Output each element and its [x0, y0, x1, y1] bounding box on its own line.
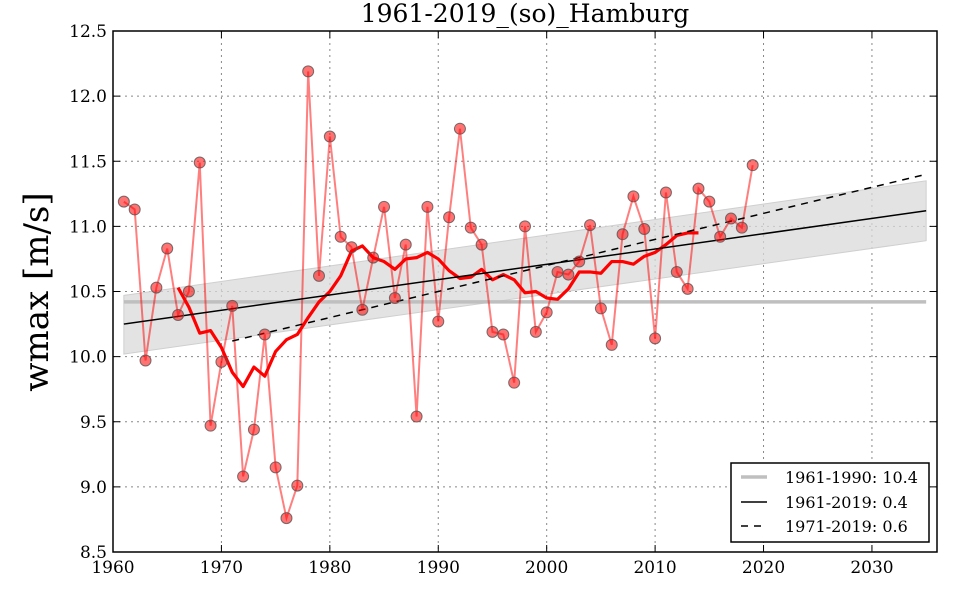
legend: 1961-1990: 10.4 1961-2019: 0.4 1971-2019… [730, 462, 930, 543]
y-tick-label: 11.5 [69, 152, 107, 172]
data-point [128, 203, 141, 216]
x-tick-label: 1980 [308, 558, 351, 578]
data-point [540, 306, 553, 319]
data-point [714, 230, 727, 243]
data-point [453, 122, 466, 135]
legend-label-trend-full: 1961-2019: 0.4 [785, 493, 908, 512]
y-tick-label: 10.5 [69, 283, 107, 303]
x-tick-label: 1970 [200, 558, 243, 578]
data-point [670, 265, 683, 278]
data-point [605, 338, 618, 351]
data-point [334, 230, 347, 243]
data-point [432, 315, 445, 328]
data-point [725, 212, 737, 225]
data-point [464, 221, 477, 234]
data-point [703, 195, 716, 208]
data-point [508, 376, 521, 389]
data-point [313, 269, 325, 282]
trend-line-1961-2019 [123, 210, 927, 325]
y-tick-label: 8.5 [80, 543, 107, 563]
data-point [475, 238, 488, 251]
data-point [215, 355, 228, 368]
data-point [659, 186, 672, 199]
legend-label-trend-recent: 1971-2019: 0.6 [785, 517, 908, 536]
legend-label-baseline: 1961-1990: 10.4 [785, 468, 918, 487]
data-point [486, 325, 499, 338]
data-point [291, 479, 304, 492]
data-point [410, 410, 423, 423]
data-point [345, 241, 358, 254]
data-point [562, 268, 575, 281]
data-point [280, 512, 293, 525]
y-tick-label: 12.5 [69, 22, 107, 42]
data-point [616, 228, 629, 241]
data-point [519, 220, 531, 233]
y-tick-labels: 8.5 9.0 9.5 10.0 10.5 11.0 11.5 12.0 12.5 [69, 22, 107, 563]
data-point [258, 328, 271, 341]
axis-ticks [112, 30, 937, 553]
data-point [627, 190, 640, 203]
x-tick-labels: 1960 1970 1980 1990 2000 2010 2020 2030 [91, 558, 893, 578]
y-tick-label: 11.0 [69, 217, 107, 237]
data-point [573, 255, 586, 268]
data-point [367, 251, 380, 264]
data-point [551, 265, 564, 278]
data-point [226, 299, 239, 312]
x-tick-label: 1960 [91, 558, 134, 578]
data-point [594, 302, 607, 315]
data-point [735, 221, 748, 234]
data-markers [117, 65, 759, 525]
data-point [584, 219, 597, 232]
data-point [302, 65, 315, 78]
x-tick-label: 2010 [633, 558, 676, 578]
data-point [443, 211, 456, 224]
data-point [388, 292, 401, 305]
running-mean-line [176, 231, 699, 389]
chart-title: 1961-2019_(so)_Hamburg [361, 0, 690, 28]
data-point [497, 328, 510, 341]
data-point [421, 200, 434, 213]
data-point [638, 222, 651, 235]
x-tick-label: 1990 [417, 558, 460, 578]
x-tick-label: 2000 [525, 558, 568, 578]
data-point [269, 461, 282, 474]
data-point [356, 303, 369, 316]
data-point [139, 354, 152, 367]
data-point [150, 281, 163, 294]
data-point [399, 238, 412, 251]
data-point [172, 308, 185, 321]
y-tick-label: 12.0 [69, 87, 107, 107]
data-point [117, 195, 130, 208]
data-point [681, 282, 694, 295]
data-point [237, 470, 250, 483]
x-tick-label: 2030 [850, 558, 893, 578]
data-point [529, 325, 542, 338]
x-tick-label: 2020 [742, 558, 785, 578]
data-point [649, 332, 662, 345]
data-point [161, 242, 174, 255]
y-tick-label: 10.0 [69, 348, 107, 368]
y-axis-label: wmax [m/s] [17, 192, 57, 391]
data-point [378, 200, 391, 213]
data-point [323, 130, 336, 143]
y-tick-label: 9.0 [80, 478, 107, 498]
data-point [182, 285, 195, 298]
data-point [204, 419, 217, 432]
y-tick-label: 9.5 [80, 413, 107, 433]
data-point [247, 423, 260, 436]
data-point [692, 182, 705, 195]
data-point [193, 156, 206, 169]
data-point [746, 159, 759, 172]
